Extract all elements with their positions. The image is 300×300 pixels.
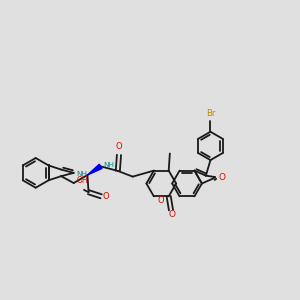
Text: O: O — [158, 196, 165, 205]
Polygon shape — [87, 164, 102, 175]
Text: NH: NH — [76, 171, 87, 177]
Text: O: O — [169, 210, 176, 219]
Text: Br: Br — [206, 109, 215, 118]
Text: O: O — [218, 172, 225, 182]
Text: OH: OH — [77, 176, 89, 185]
Text: NH: NH — [103, 162, 114, 168]
Text: O: O — [116, 142, 122, 152]
Text: O: O — [103, 192, 110, 201]
